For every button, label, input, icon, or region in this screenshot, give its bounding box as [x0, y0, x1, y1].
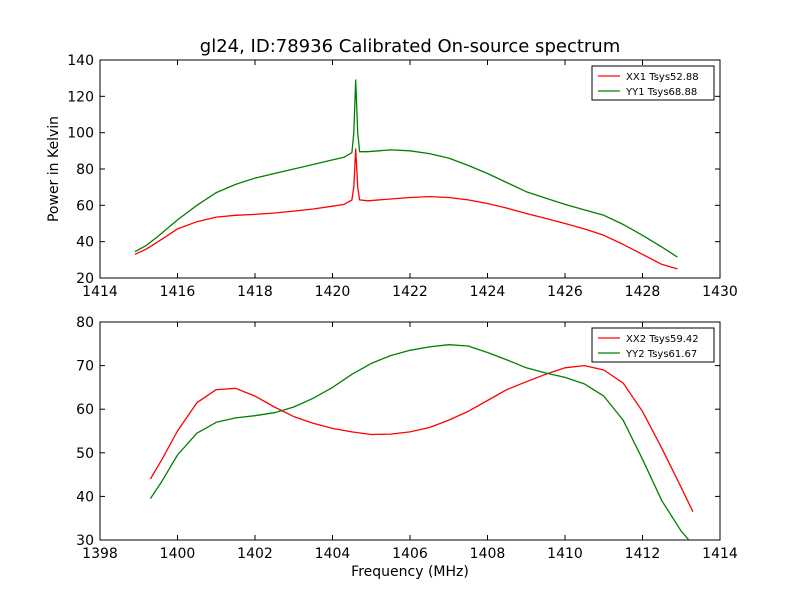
x-tick-label: 1398 — [82, 546, 118, 562]
x-tick-label: 1408 — [470, 546, 506, 562]
legend-box — [591, 327, 715, 363]
y-tick-label: 140 — [67, 53, 94, 69]
x-tick-label: 1422 — [392, 284, 428, 300]
series-line-xx2 — [149, 364, 694, 512]
y-tick-label: 30 — [76, 533, 94, 549]
x-tick-label: 1426 — [547, 284, 583, 300]
x-tick-label: 1428 — [625, 284, 661, 300]
y-tick-label: 70 — [76, 359, 94, 375]
y-tick-label: 80 — [76, 162, 94, 178]
x-tick-label: 1404 — [315, 546, 351, 562]
series-line-xx1 — [134, 148, 678, 270]
x-tick-label: 1414 — [702, 546, 738, 562]
x-tick-label: 1424 — [470, 284, 506, 300]
legend: XX1 Tsys52.88 YY1 Tsys68.88 — [591, 65, 715, 101]
top-spectrum-panel: 1414 1416 1418 1420 1422 1424 1426 1428 1430 20 40… — [46, 53, 738, 300]
y-tick-label: 80 — [76, 315, 94, 331]
x-tick-label: 1400 — [160, 546, 196, 562]
legend-label: XX1 Tsys52.88 — [626, 72, 699, 83]
x-tick-label: 1406 — [392, 546, 428, 562]
series-line-yy2 — [149, 344, 690, 540]
figure-title: gl24, ID:78936 Calibrated On-source spec… — [200, 36, 620, 57]
y-tick-label: 20 — [76, 271, 94, 287]
bottom-spectrum-panel: 1398 1400 1402 1404 1406 1408 1410 1412 1414 30 40… — [76, 315, 738, 562]
y-tick-label: 60 — [76, 198, 94, 214]
legend-label: YY2 Tsys61.67 — [625, 349, 697, 360]
series-line-yy1 — [134, 79, 678, 258]
legend-label: XX2 Tsys59.42 — [626, 334, 699, 345]
x-tick-label: 1414 — [82, 284, 118, 300]
x-tick-label: 1402 — [237, 546, 273, 562]
y-tick-label: 60 — [76, 402, 94, 418]
y-axis-label: Power in Kelvin — [46, 116, 62, 222]
x-tick-label: 1412 — [625, 546, 661, 562]
y-tick-label: 100 — [67, 126, 94, 142]
x-tick-label: 1410 — [547, 546, 583, 562]
x-tick-label: 1418 — [237, 284, 273, 300]
x-tick-label: 1416 — [160, 284, 196, 300]
x-tick-label: 1420 — [315, 284, 351, 300]
x-axis-label: Frequency (MHz) — [351, 564, 469, 580]
x-tick-label: 1430 — [702, 284, 738, 300]
legend: XX2 Tsys59.42 YY2 Tsys61.67 — [591, 327, 715, 363]
y-tick-label: 40 — [76, 489, 94, 505]
y-tick-label: 40 — [76, 235, 94, 251]
legend-label: YY1 Tsys68.88 — [625, 87, 697, 98]
legend-box — [591, 65, 715, 101]
y-tick-label: 120 — [67, 89, 94, 105]
y-tick-label: 50 — [76, 446, 94, 462]
